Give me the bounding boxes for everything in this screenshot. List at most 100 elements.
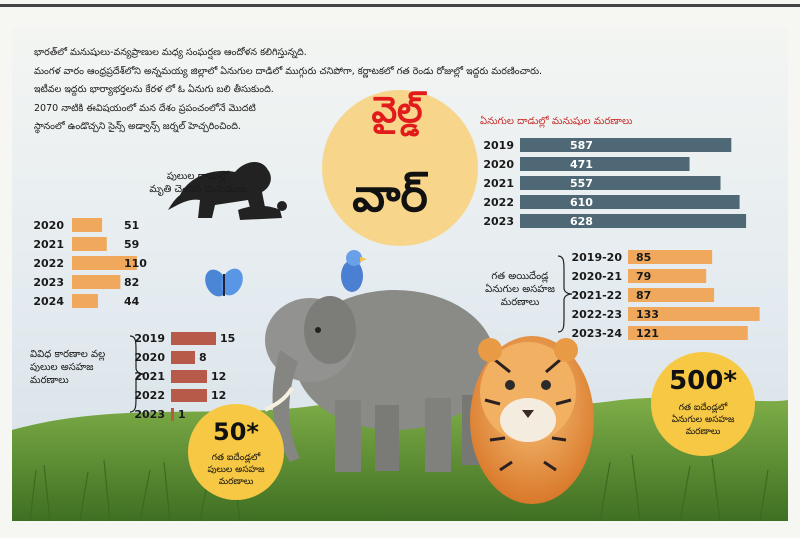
badge-right-text: గత ఐదేండ్లలో ఏనుగుల అసహజ మరణాలు xyxy=(655,402,751,438)
tiger-attack-value-label: 51 xyxy=(124,219,139,232)
elephant-deaths-title-line: గత అయిదేండ్ల xyxy=(491,271,549,282)
elephant-deaths-category-label: 2021-22 xyxy=(572,289,623,302)
tiger-attack-category-label: 2021 xyxy=(33,238,64,251)
tiger-deaths-bar xyxy=(171,370,207,383)
tiger-deaths-brace xyxy=(129,335,145,413)
badge-right-line: గత ఐదేండ్లలో xyxy=(678,403,728,413)
tiger-deaths-category-label: 2019 xyxy=(134,332,165,345)
elephant-attack-value-label: 628 xyxy=(570,215,593,228)
intro-line: స్థానంలో ఉండొచ్చని సైన్స్ అడ్వాన్స్ జర్న… xyxy=(34,121,241,132)
tiger-deaths-value-label: 15 xyxy=(220,332,235,345)
tiger-attack-bar xyxy=(72,218,103,232)
elephant-attack-category-label: 2023 xyxy=(483,215,514,228)
tiger-deaths-value-label: 1 xyxy=(178,408,186,421)
badge-left-line: గత ఐదేండ్లలో xyxy=(211,453,261,463)
intro-line: 2070 నాటికి ఈవిషయంలో మన దేశం ప్రపంచంలోనే… xyxy=(34,102,256,114)
top-rule xyxy=(0,4,800,7)
elephant-deaths-bar xyxy=(628,326,748,340)
intro-line: భారత్‌లో మనుషులు-వన్యప్రాణుల మధ్య సంఘర్ష… xyxy=(34,47,307,58)
badge-right-line: మరణాలు xyxy=(685,427,721,437)
intro-line: మంగళ వారం ఆంధ్రప్రదేశ్‌లోని అన్నమయ్య జిల… xyxy=(34,65,543,77)
badge-left-text: గత ఐదేండ్లలో పులుల అసహజ మరణాలు xyxy=(188,452,284,488)
headline-line1: వైల్డ్ xyxy=(371,90,423,131)
badge-right-circle xyxy=(651,352,755,456)
sun-circle xyxy=(322,90,478,246)
tiger-attack-value-label: 59 xyxy=(124,238,139,251)
tiger-deaths-value-label: 8 xyxy=(199,351,207,364)
elephant-attack-value-label: 610 xyxy=(570,196,593,209)
tiger-attack-value-label: 82 xyxy=(124,276,139,289)
elephant-deaths-bar xyxy=(628,269,707,283)
tiger-attack-category-label: 2024 xyxy=(33,295,64,308)
elephant-attack-bar xyxy=(520,157,690,171)
elephant-attack-bar xyxy=(520,138,732,152)
elephant-deaths-bar xyxy=(628,307,760,321)
tiger-attack-bar xyxy=(72,294,98,308)
badge-left-value: 50* xyxy=(213,418,259,446)
elephant-deaths-title-line: ఏనుగుల అసహజ xyxy=(485,284,555,295)
tiger-attack-value-label: 110 xyxy=(124,257,147,270)
tiger-deaths-category-label: 2020 xyxy=(134,351,165,364)
bird-illustration xyxy=(341,250,367,292)
elephant-attack-category-label: 2019 xyxy=(483,139,514,152)
elephant-deaths-bar xyxy=(628,288,715,302)
tiger-deaths-bar xyxy=(171,351,195,364)
elephant-attack-chart-title: ఏనుగుల దాడుల్లో మనుషుల మరణాలు xyxy=(480,116,633,127)
tiger-illustration xyxy=(470,336,594,504)
elephant-attack-bar xyxy=(520,176,721,190)
tiger-attack-title-line: పులుల దాడుల్లో xyxy=(166,171,230,182)
tiger-deaths-bar xyxy=(171,389,207,402)
elephant-attack-value-label: 557 xyxy=(570,177,593,190)
elephant-deaths-bar xyxy=(628,250,713,264)
tiger-deaths-category-label: 2022 xyxy=(134,389,165,402)
elephant-deaths-category-label: 2023-24 xyxy=(572,327,623,340)
elephant-deaths-value-label: 85 xyxy=(636,251,651,264)
tiger-deaths-bar xyxy=(171,408,174,421)
intro-line: ఇటీవల ఇద్దరు భార్యాభర్తలను కేరళ లో ఓ ఏను… xyxy=(34,84,274,95)
intro-text: భారత్‌లో మనుషులు-వన్యప్రాణుల మధ్య సంఘర్ష… xyxy=(34,44,543,137)
badge-right-line: ఏనుగుల అసహజ xyxy=(671,415,735,425)
tiger-attack-bar xyxy=(72,237,107,251)
tiger-attack-title-line: మృతి చెందిన మనుషులు xyxy=(149,184,247,195)
elephant-attack-value-label: 471 xyxy=(570,158,593,171)
tiger-deaths-chart-title: వివిధ కారణాల వల్ల పులుల అసహజ మరణాలు xyxy=(30,348,105,387)
tiger-deaths-bar xyxy=(171,332,216,345)
chart-layer: 2020 51 2021 59 2022 110 2023 82 2024 44 2019 587 20… xyxy=(33,138,760,421)
tiger-attack-category-label: 2023 xyxy=(33,276,64,289)
badge-left-circle xyxy=(188,404,284,500)
elephant-deaths-title-line: మరణాలు xyxy=(500,297,540,308)
elephant-attack-category-label: 2021 xyxy=(483,177,514,190)
elephant-deaths-value-label: 121 xyxy=(636,327,659,340)
tiger-attack-bar xyxy=(72,275,121,289)
tiger-deaths-title-line: వివిధ కారణాల వల్ల xyxy=(30,349,106,360)
badge-left-line: మరణాలు xyxy=(218,477,254,487)
elephant-deaths-brace xyxy=(557,255,573,333)
headline-line2: వార్ xyxy=(352,168,428,222)
elephant-deaths-category-label: 2022-23 xyxy=(572,308,623,321)
tiger-deaths-category-label: 2021 xyxy=(134,370,165,383)
tiger-attack-value-label: 44 xyxy=(124,295,140,308)
tiger-deaths-title-line: పులుల అసహజ xyxy=(30,362,94,373)
elephant-attack-category-label: 2022 xyxy=(483,196,514,209)
elephant-deaths-chart-title: గత అయిదేండ్ల ఏనుగుల అసహజ మరణాలు xyxy=(478,270,562,309)
tiger-attack-category-label: 2020 xyxy=(33,219,64,232)
tiger-attack-bar xyxy=(72,256,137,270)
elephant-deaths-value-label: 87 xyxy=(636,289,651,302)
elephant-attack-bar xyxy=(520,195,740,209)
badge-right-value: 500* xyxy=(669,366,737,396)
elephant-deaths-category-label: 2020-21 xyxy=(572,270,623,283)
tiger-deaths-value-label: 12 xyxy=(211,389,226,402)
tiger-deaths-title-line: మరణాలు xyxy=(30,375,69,386)
elephant-attack-category-label: 2020 xyxy=(483,158,514,171)
elephant-attack-value-label: 587 xyxy=(570,139,593,152)
elephant-attack-bar xyxy=(520,214,747,228)
elephant-deaths-category-label: 2019-20 xyxy=(572,251,623,264)
big-cat-attack-silhouette xyxy=(168,161,287,220)
tiger-deaths-value-label: 12 xyxy=(211,370,226,383)
tiger-deaths-category-label: 2023 xyxy=(134,408,165,421)
tiger-attack-category-label: 2022 xyxy=(33,257,64,270)
tiger-attack-chart-title: పులుల దాడుల్లో మృతి చెందిన మనుషులు xyxy=(128,170,268,196)
butterfly-illustration xyxy=(205,268,243,297)
